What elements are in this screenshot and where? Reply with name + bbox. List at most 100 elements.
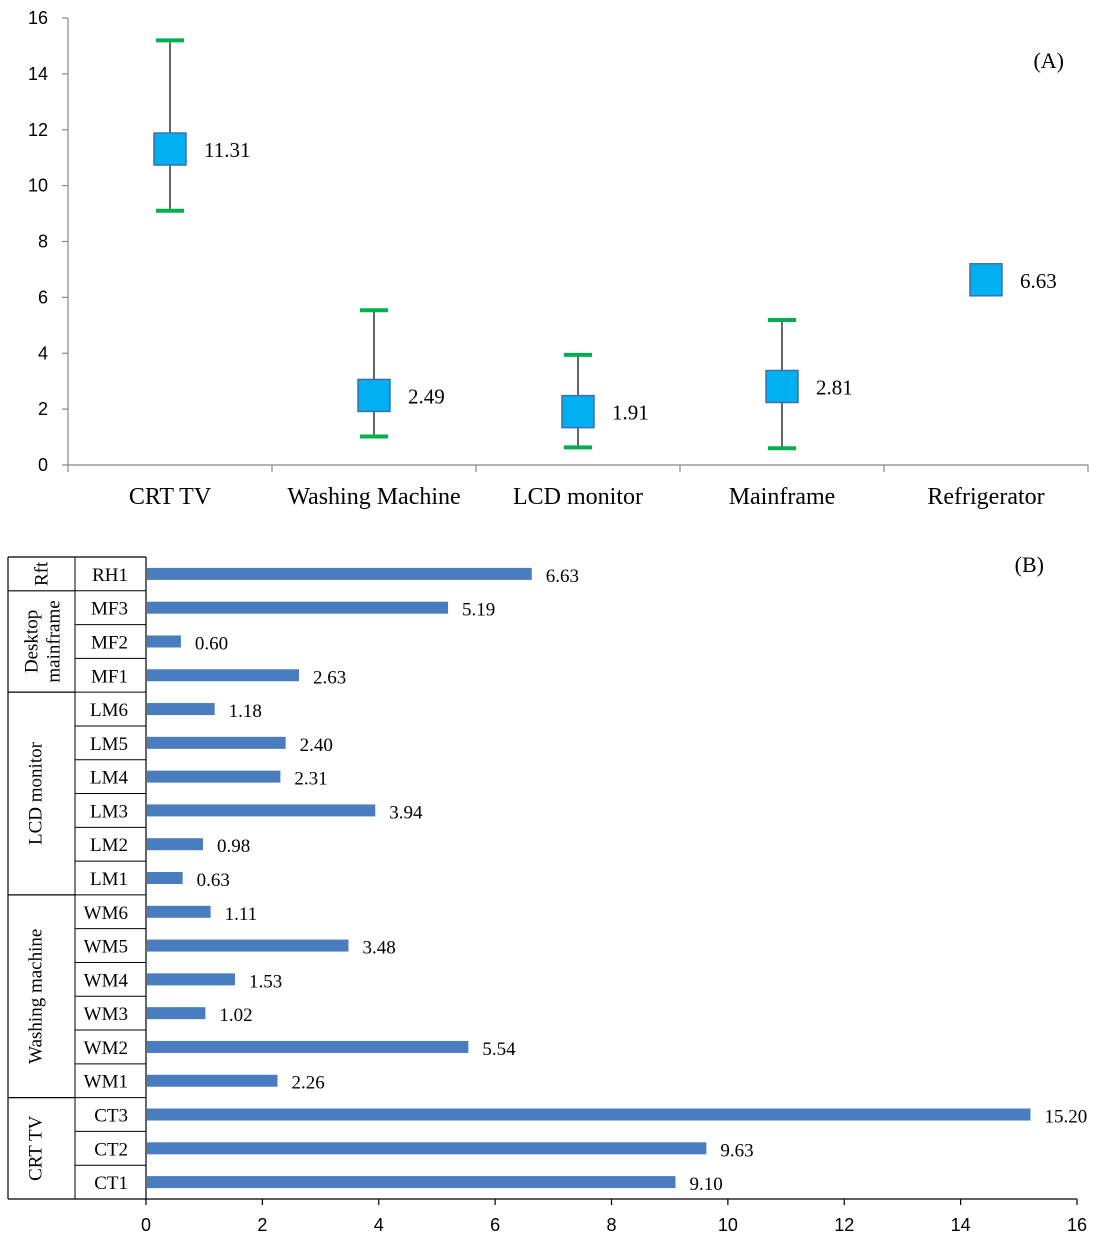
category-label: WM1 (84, 1072, 128, 1093)
category-label: LM1 (90, 869, 128, 890)
group-label: CRT TV (26, 1115, 47, 1180)
chart-a: 0 2 4 6 8 10 12 14 16 CRT TV Washing Machine LCD mo… (28, 8, 1089, 510)
x-category-label: Mainframe (729, 484, 836, 510)
group-label: Washing machine (26, 929, 47, 1064)
x-tick-label: 6 (490, 1215, 500, 1234)
x-tick-label: 16 (1067, 1215, 1087, 1234)
bar (147, 804, 376, 817)
group-label: Desktopmainframe (22, 600, 65, 682)
bar-value-label: 2.40 (300, 735, 333, 756)
bar (147, 1007, 206, 1020)
bar-value-label: 6.63 (546, 566, 579, 587)
bar-value-label: 2.63 (313, 667, 346, 688)
x-tick-label: 10 (718, 1215, 738, 1234)
category-label: LM5 (90, 734, 128, 755)
panel-label: (B) (1015, 552, 1044, 577)
y-tick-label: 10 (28, 176, 48, 196)
x-category-label: CRT TV (129, 484, 212, 510)
bar-value-label: 1.11 (225, 904, 258, 925)
bar (147, 703, 215, 716)
bar (147, 736, 286, 749)
bar-value-label: 15.20 (1044, 1107, 1087, 1128)
bar-value-label: 1.53 (249, 971, 282, 992)
group-label: Rft (32, 561, 53, 586)
category-label: MF1 (91, 666, 128, 687)
panel-label: (A) (1033, 48, 1064, 73)
y-tick-label: 0 (38, 455, 48, 475)
category-label: LM2 (90, 835, 128, 856)
bar (147, 872, 183, 884)
bar (147, 567, 532, 580)
category-label: LM3 (90, 801, 128, 822)
x-category-label: LCD monitor (513, 484, 643, 510)
category-label: LM6 (90, 700, 128, 721)
bar-value-label: 1.02 (219, 1005, 252, 1026)
category-label: WM3 (84, 1004, 128, 1025)
group-label: LCD monitor (26, 741, 47, 845)
bar (147, 838, 204, 851)
bar-value-label: 3.48 (362, 938, 395, 959)
x-tick-label: 12 (834, 1215, 854, 1234)
category-label: WM6 (84, 903, 128, 924)
data-point-marker (561, 394, 595, 429)
x-tick-label: 8 (606, 1215, 616, 1234)
bar (147, 1176, 676, 1189)
category-label: RH1 (92, 565, 128, 586)
bar-value-label: 0.63 (197, 870, 230, 891)
bar-value-label: 0.98 (217, 836, 250, 857)
x-tick-label: 0 (141, 1215, 151, 1234)
x-category-label: Washing Machine (287, 484, 460, 510)
category-label: MF3 (91, 599, 128, 620)
bar-value-label: 9.10 (690, 1174, 723, 1195)
bar-value-label: 3.94 (389, 802, 423, 823)
data-point-marker (765, 369, 799, 404)
y-tick-label: 6 (38, 287, 48, 307)
bar-value-label: 1.18 (229, 701, 262, 722)
bar (147, 635, 181, 648)
category-label: WM4 (84, 970, 129, 991)
y-tick-label: 4 (38, 343, 48, 363)
data-value-label: 1.91 (612, 401, 649, 425)
category-label: WM5 (84, 937, 128, 958)
x-tick-label: 2 (257, 1215, 267, 1234)
bar-value-label: 9.63 (720, 1140, 753, 1161)
y-tick-label: 12 (28, 120, 48, 140)
bar (147, 1040, 469, 1053)
y-tick-label: 2 (38, 399, 48, 419)
bar (147, 1108, 1031, 1121)
bar (147, 973, 236, 986)
bar (147, 669, 300, 682)
data-point-marker (153, 132, 187, 166)
category-label: CT1 (94, 1173, 128, 1194)
data-value-label: 2.49 (408, 384, 445, 408)
y-tick-label: 8 (38, 232, 48, 252)
bar-value-label: 2.26 (292, 1073, 325, 1094)
bar (147, 939, 349, 952)
category-label: CT2 (94, 1139, 128, 1160)
bar-value-label: 5.19 (462, 600, 495, 621)
x-category-label: Refrigerator (927, 484, 1044, 510)
chart-b: Rft Desktopmainframe LCD monitor Washing ma… (7, 552, 1087, 1234)
category-label: WM2 (84, 1038, 128, 1059)
data-point-marker (969, 263, 1003, 297)
y-tick-label: 14 (28, 64, 48, 84)
bar-value-label: 2.31 (294, 769, 327, 790)
x-tick-label: 14 (951, 1215, 971, 1234)
bar (147, 905, 211, 918)
bar (147, 770, 281, 783)
data-value-label: 11.31 (204, 138, 250, 162)
y-tick-label: 16 (28, 8, 48, 28)
x-tick-label: 4 (374, 1215, 384, 1234)
category-label: MF2 (91, 632, 128, 653)
data-value-label: 6.63 (1020, 269, 1057, 293)
bar-value-label: 5.54 (482, 1039, 516, 1060)
bar (147, 1074, 278, 1087)
category-label: LM4 (90, 768, 129, 789)
bar-value-label: 0.60 (195, 633, 228, 654)
bar (147, 1142, 707, 1155)
category-label: CT3 (94, 1106, 128, 1127)
data-point-marker (357, 378, 391, 413)
bar (147, 601, 448, 614)
data-value-label: 2.81 (816, 375, 853, 399)
